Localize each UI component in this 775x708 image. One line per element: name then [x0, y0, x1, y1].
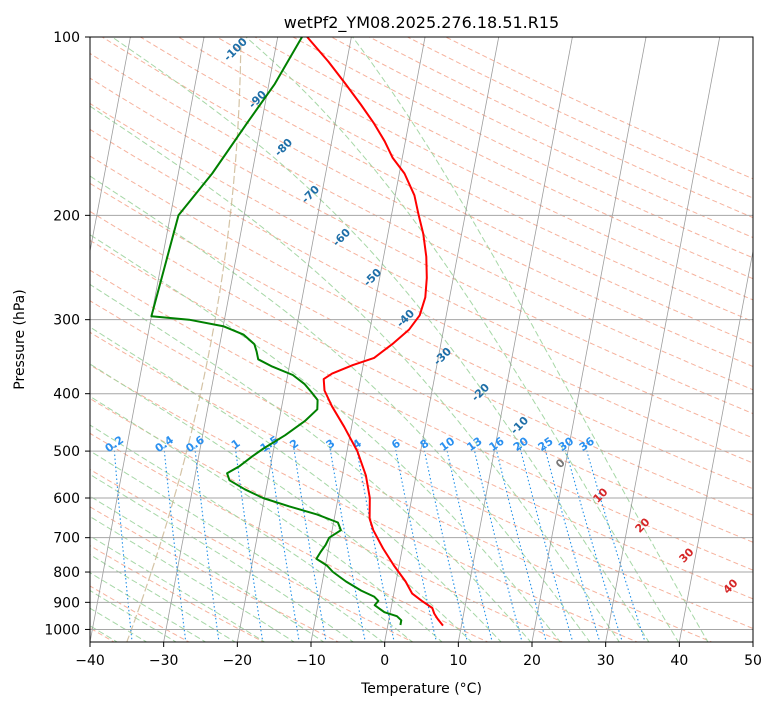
x-tick-label: 20	[523, 653, 541, 669]
isotherm-line	[531, 37, 647, 642]
moist-adiabat-line	[90, 395, 443, 642]
y-tick-label: 800	[53, 565, 80, 581]
dry-adiabat-line	[90, 397, 564, 642]
mixing-ratio-line	[564, 445, 623, 642]
moist-adiabat-line	[90, 450, 384, 642]
dry-adiabat-line	[216, 37, 753, 301]
dry-adiabat-line	[178, 37, 753, 323]
moist-adiabat-line	[90, 473, 355, 642]
isotherm-line	[236, 37, 352, 642]
mixing-ratio-line	[445, 445, 493, 642]
mixing-ratio-line	[292, 445, 327, 642]
y-tick-label: 500	[53, 444, 80, 460]
x-tick-label: −30	[149, 653, 179, 669]
y-tick-label: 100	[53, 30, 80, 46]
profiles	[150, 37, 444, 627]
mixing-ratio-line	[472, 445, 523, 642]
dry-adiabat-line	[90, 210, 753, 543]
plot-frame	[89, 36, 754, 643]
dry-adiabat-line	[90, 182, 753, 516]
mixing-ratio-line	[194, 445, 220, 642]
reference-curve	[126, 37, 242, 642]
moist-adiabat-line	[245, 37, 679, 642]
dry-adiabat-line	[90, 506, 340, 642]
isotherm-line	[678, 249, 753, 642]
x-axis-ticks: −40 −30 −20 −10 0 10 20 30 40 50	[75, 642, 762, 669]
mixing-ratio-line	[268, 445, 300, 642]
x-tick-label: −20	[223, 653, 253, 669]
mixing-ratio-line	[422, 445, 469, 642]
dry-adiabat-line	[90, 331, 714, 642]
moist-adiabat-line	[111, 37, 650, 642]
mixing-ratio-lines	[113, 445, 646, 642]
isotherm-line	[90, 37, 131, 254]
isotherm-line	[457, 37, 573, 642]
dry-adiabat-line	[90, 432, 489, 642]
y-tick-label: 900	[53, 595, 80, 611]
x-tick-label: −40	[75, 653, 105, 669]
mixing-ratio-line	[329, 445, 366, 642]
moist-adiabat-line	[90, 589, 178, 642]
dry-adiabat-line	[90, 545, 265, 642]
moist-adiabat-line	[90, 234, 561, 642]
x-axis-label: Temperature (°C)	[360, 681, 482, 697]
dry-adiabat-line	[140, 37, 753, 345]
x-tick-label: 0	[380, 653, 389, 669]
x-tick-label: 50	[744, 653, 762, 669]
y-tick-label: 200	[53, 208, 80, 224]
moist-adiabat-line	[352, 37, 709, 642]
chart-title: wetPf2_YM08.2025.276.18.51.R15	[284, 13, 559, 33]
y-axis-label: Pressure (hPa)	[12, 289, 28, 389]
moist-adiabat-line	[90, 363, 473, 642]
mixing-ratio-line	[584, 445, 646, 642]
moist-adiabat-line	[90, 495, 325, 642]
dry-adiabats	[90, 37, 753, 642]
isotherm-line	[605, 37, 721, 642]
y-axis-ticks: 1000 900 800 700 600 500 400 300 200 100	[44, 30, 90, 638]
isotherm-line	[310, 37, 426, 642]
x-tick-label: 40	[670, 653, 688, 669]
dry-adiabat-line	[90, 468, 415, 642]
dry-adiabat-line	[90, 364, 639, 642]
y-tick-label: 1000	[44, 622, 80, 638]
mixing-ratio-line	[543, 445, 601, 642]
moist-adiabat-line	[90, 424, 414, 642]
dry-adiabat-line	[90, 52, 753, 391]
mixing-ratio-line	[394, 445, 437, 642]
x-tick-label: 10	[449, 653, 467, 669]
dewpoint-profile	[150, 37, 403, 626]
dry-adiabat-line	[90, 155, 753, 490]
mixing-ratio-line	[494, 445, 547, 642]
moist-adiabat-line	[90, 326, 502, 642]
x-tick-label: −10	[296, 653, 326, 669]
dry-adiabat-line	[90, 269, 753, 600]
moist-adiabat-line	[90, 283, 532, 642]
y-tick-label: 700	[53, 531, 80, 547]
isotherm-line	[90, 37, 205, 642]
isotherm-line	[163, 37, 279, 642]
dry-adiabat-line	[101, 37, 753, 368]
dry-adiabat-line	[90, 77, 753, 415]
mixing-ratio-line	[163, 445, 187, 642]
isotherm-line	[384, 37, 500, 642]
y-tick-label: 300	[53, 313, 80, 329]
temperature-profile	[306, 37, 444, 627]
moist-adiabats	[90, 37, 709, 642]
y-tick-label: 600	[53, 491, 80, 507]
mixing-ratio-line	[355, 445, 395, 642]
dry-adiabat-line	[90, 300, 753, 630]
moist-adiabat-line	[90, 554, 237, 642]
moist-adiabat-line	[90, 105, 620, 642]
mixing-ratio-line	[234, 445, 264, 642]
y-tick-label: 400	[53, 387, 80, 403]
x-tick-label: 30	[597, 653, 615, 669]
isobars	[90, 37, 753, 630]
isotherms	[90, 37, 753, 642]
mixing-ratio-line	[519, 445, 574, 642]
mixing-ratio-line	[113, 445, 133, 642]
moist-adiabat-line	[90, 572, 207, 642]
brown-reference-curves	[126, 37, 242, 642]
